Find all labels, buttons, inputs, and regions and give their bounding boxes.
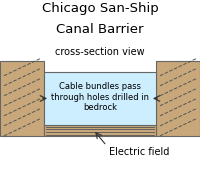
Text: Electric field: Electric field xyxy=(109,147,169,157)
Bar xyxy=(156,61,200,136)
Text: Chicago San-Ship: Chicago San-Ship xyxy=(42,2,158,15)
Text: Cable bundles pass
through holes drilled in
bedrock: Cable bundles pass through holes drilled… xyxy=(51,83,149,112)
Bar xyxy=(44,125,156,136)
Text: cross-section view: cross-section view xyxy=(55,47,145,57)
Bar xyxy=(0,61,44,136)
Bar xyxy=(44,72,156,125)
Text: Canal Barrier: Canal Barrier xyxy=(56,23,144,36)
